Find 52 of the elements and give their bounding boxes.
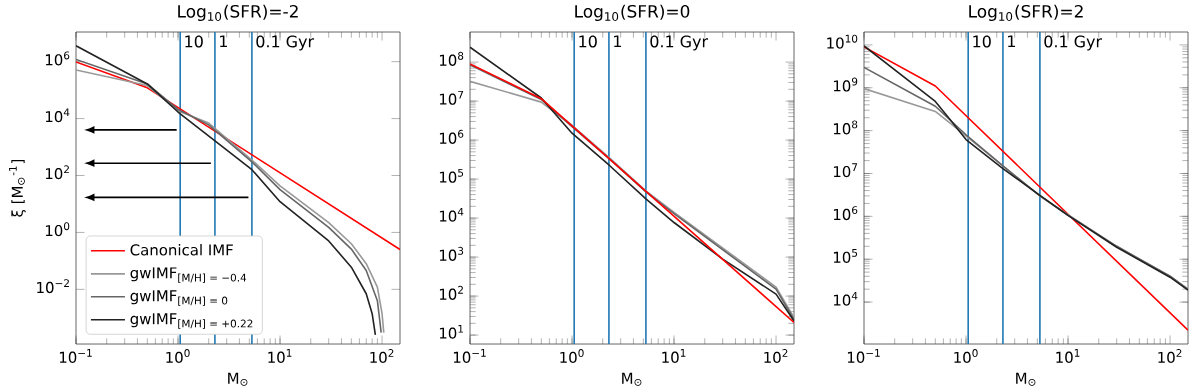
legend-label: gwIMF$_{[M/H] = 0}$ xyxy=(130,290,228,306)
legend-label: gwIMF$_{[M/H] = +0.22}$ xyxy=(130,313,253,329)
annotation: 10 xyxy=(973,35,991,48)
x-tick-label: 10$^{0}$ xyxy=(166,349,190,364)
x-tick-label: 10$^{1}$ xyxy=(1056,349,1080,363)
annotation: 0.1 Gyr xyxy=(256,35,315,51)
y-axis-title: ξ [M$_{⊙}$$^{-1}$] xyxy=(9,159,26,217)
y-tick-label: 10$^{10}$ xyxy=(827,34,858,49)
y-tick-label: 10$^{5}$ xyxy=(833,249,858,263)
y-tick-label: 10$^{4}$ xyxy=(833,291,858,306)
x-tick-label: 10$^{−1}$ xyxy=(847,349,880,363)
annotation: 1 xyxy=(614,35,621,48)
y-tick-label: 10$^{3}$ xyxy=(439,246,464,261)
y-tick-label: 10$^{8}$ xyxy=(439,51,464,66)
y-tick-label: 10$^{8}$ xyxy=(833,120,858,135)
legend-label: Canonical IMF xyxy=(130,243,233,256)
y-tick-label: 10$^{7}$ xyxy=(439,90,464,105)
x-tick-label: 10$^{2}$ xyxy=(370,349,394,364)
annotation: 10 xyxy=(579,35,597,48)
x-axis-title: M$_{⊙}$ xyxy=(622,372,642,386)
x-tick-label: 10$^{−1}$ xyxy=(59,349,92,363)
annotation: 0.1 Gyr xyxy=(650,35,709,51)
x-tick-label: 10$^{0}$ xyxy=(954,349,978,364)
x-axis-title: M$_{⊙}$ xyxy=(228,372,248,386)
y-tick-label: 10$^{6}$ xyxy=(833,206,858,221)
y-tick-label: 10$^{4}$ xyxy=(439,207,464,222)
x-axis-title: M$_{⊙}$ xyxy=(1016,372,1036,386)
annotation: 10 xyxy=(185,35,203,48)
y-tick-label: 10$^{2}$ xyxy=(45,165,69,180)
y-tick-label: 10$^{5}$ xyxy=(439,168,464,183)
chart-title: Log$_{10}$(SFR)=0 xyxy=(575,4,690,22)
chart-title: Log$_{10}$(SFR)=2 xyxy=(969,4,1083,22)
chart-title: Log$_{10}$(SFR)=-2 xyxy=(178,4,298,22)
y-tick-label: 10$^{7}$ xyxy=(833,163,858,178)
y-tick-label: 10$^{2}$ xyxy=(439,285,463,300)
x-tick-label: 10$^{2}$ xyxy=(764,349,788,364)
legend-label: gwIMF$_{[M/H] = −0.4}$ xyxy=(130,267,247,283)
y-tick-label: 10$^{1}$ xyxy=(439,324,463,339)
x-tick-label: 10$^{1}$ xyxy=(268,349,292,363)
x-tick-label: 10$^{−1}$ xyxy=(453,349,486,363)
y-tick-label: 10$^{9}$ xyxy=(833,77,858,92)
annotation: 1 xyxy=(1008,35,1015,48)
y-tick-label: 10$^{0}$ xyxy=(45,222,70,237)
y-tick-label: 10$^{−2}$ xyxy=(37,279,69,294)
y-tick-label: 10$^{4}$ xyxy=(45,108,70,123)
x-tick-label: 10$^{1}$ xyxy=(662,349,686,363)
x-tick-label: 10$^{2}$ xyxy=(1158,349,1182,364)
y-tick-label: 10$^{6}$ xyxy=(45,51,70,66)
annotation: 1 xyxy=(220,35,227,48)
y-tick-label: 10$^{6}$ xyxy=(439,129,464,144)
x-tick-label: 10$^{0}$ xyxy=(560,349,584,364)
annotation: 0.1 Gyr xyxy=(1044,35,1103,51)
